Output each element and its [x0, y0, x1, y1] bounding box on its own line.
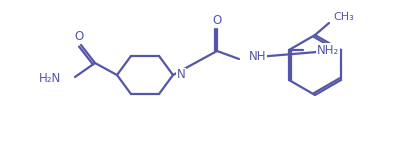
Text: O: O: [212, 15, 222, 27]
Text: CH₃: CH₃: [333, 12, 354, 22]
Text: H₂N: H₂N: [39, 72, 61, 86]
Text: NH: NH: [249, 51, 266, 63]
Text: N: N: [177, 69, 186, 81]
Text: NH₂: NH₂: [317, 44, 339, 57]
Text: O: O: [75, 30, 83, 44]
